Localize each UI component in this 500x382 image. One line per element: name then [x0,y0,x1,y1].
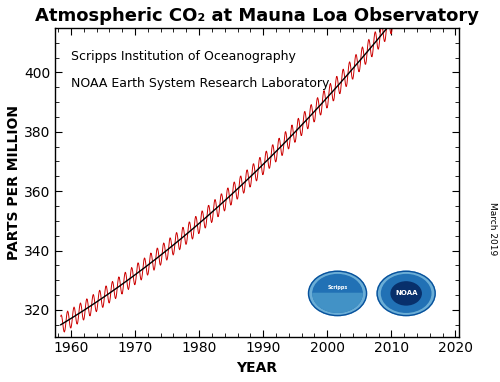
Text: NOAA: NOAA [395,290,417,296]
Text: Scripps: Scripps [328,285,347,290]
Title: Atmospheric CO₂ at Mauna Loa Observatory: Atmospheric CO₂ at Mauna Loa Observatory [35,7,479,25]
X-axis label: YEAR: YEAR [236,361,278,375]
Text: Scripps Institution of Oceanography: Scripps Institution of Oceanography [71,50,296,63]
Text: March 2019: March 2019 [488,202,496,255]
Text: NOAA Earth System Research Laboratory: NOAA Earth System Research Laboratory [71,77,330,90]
Y-axis label: PARTS PER MILLION: PARTS PER MILLION [7,105,21,260]
